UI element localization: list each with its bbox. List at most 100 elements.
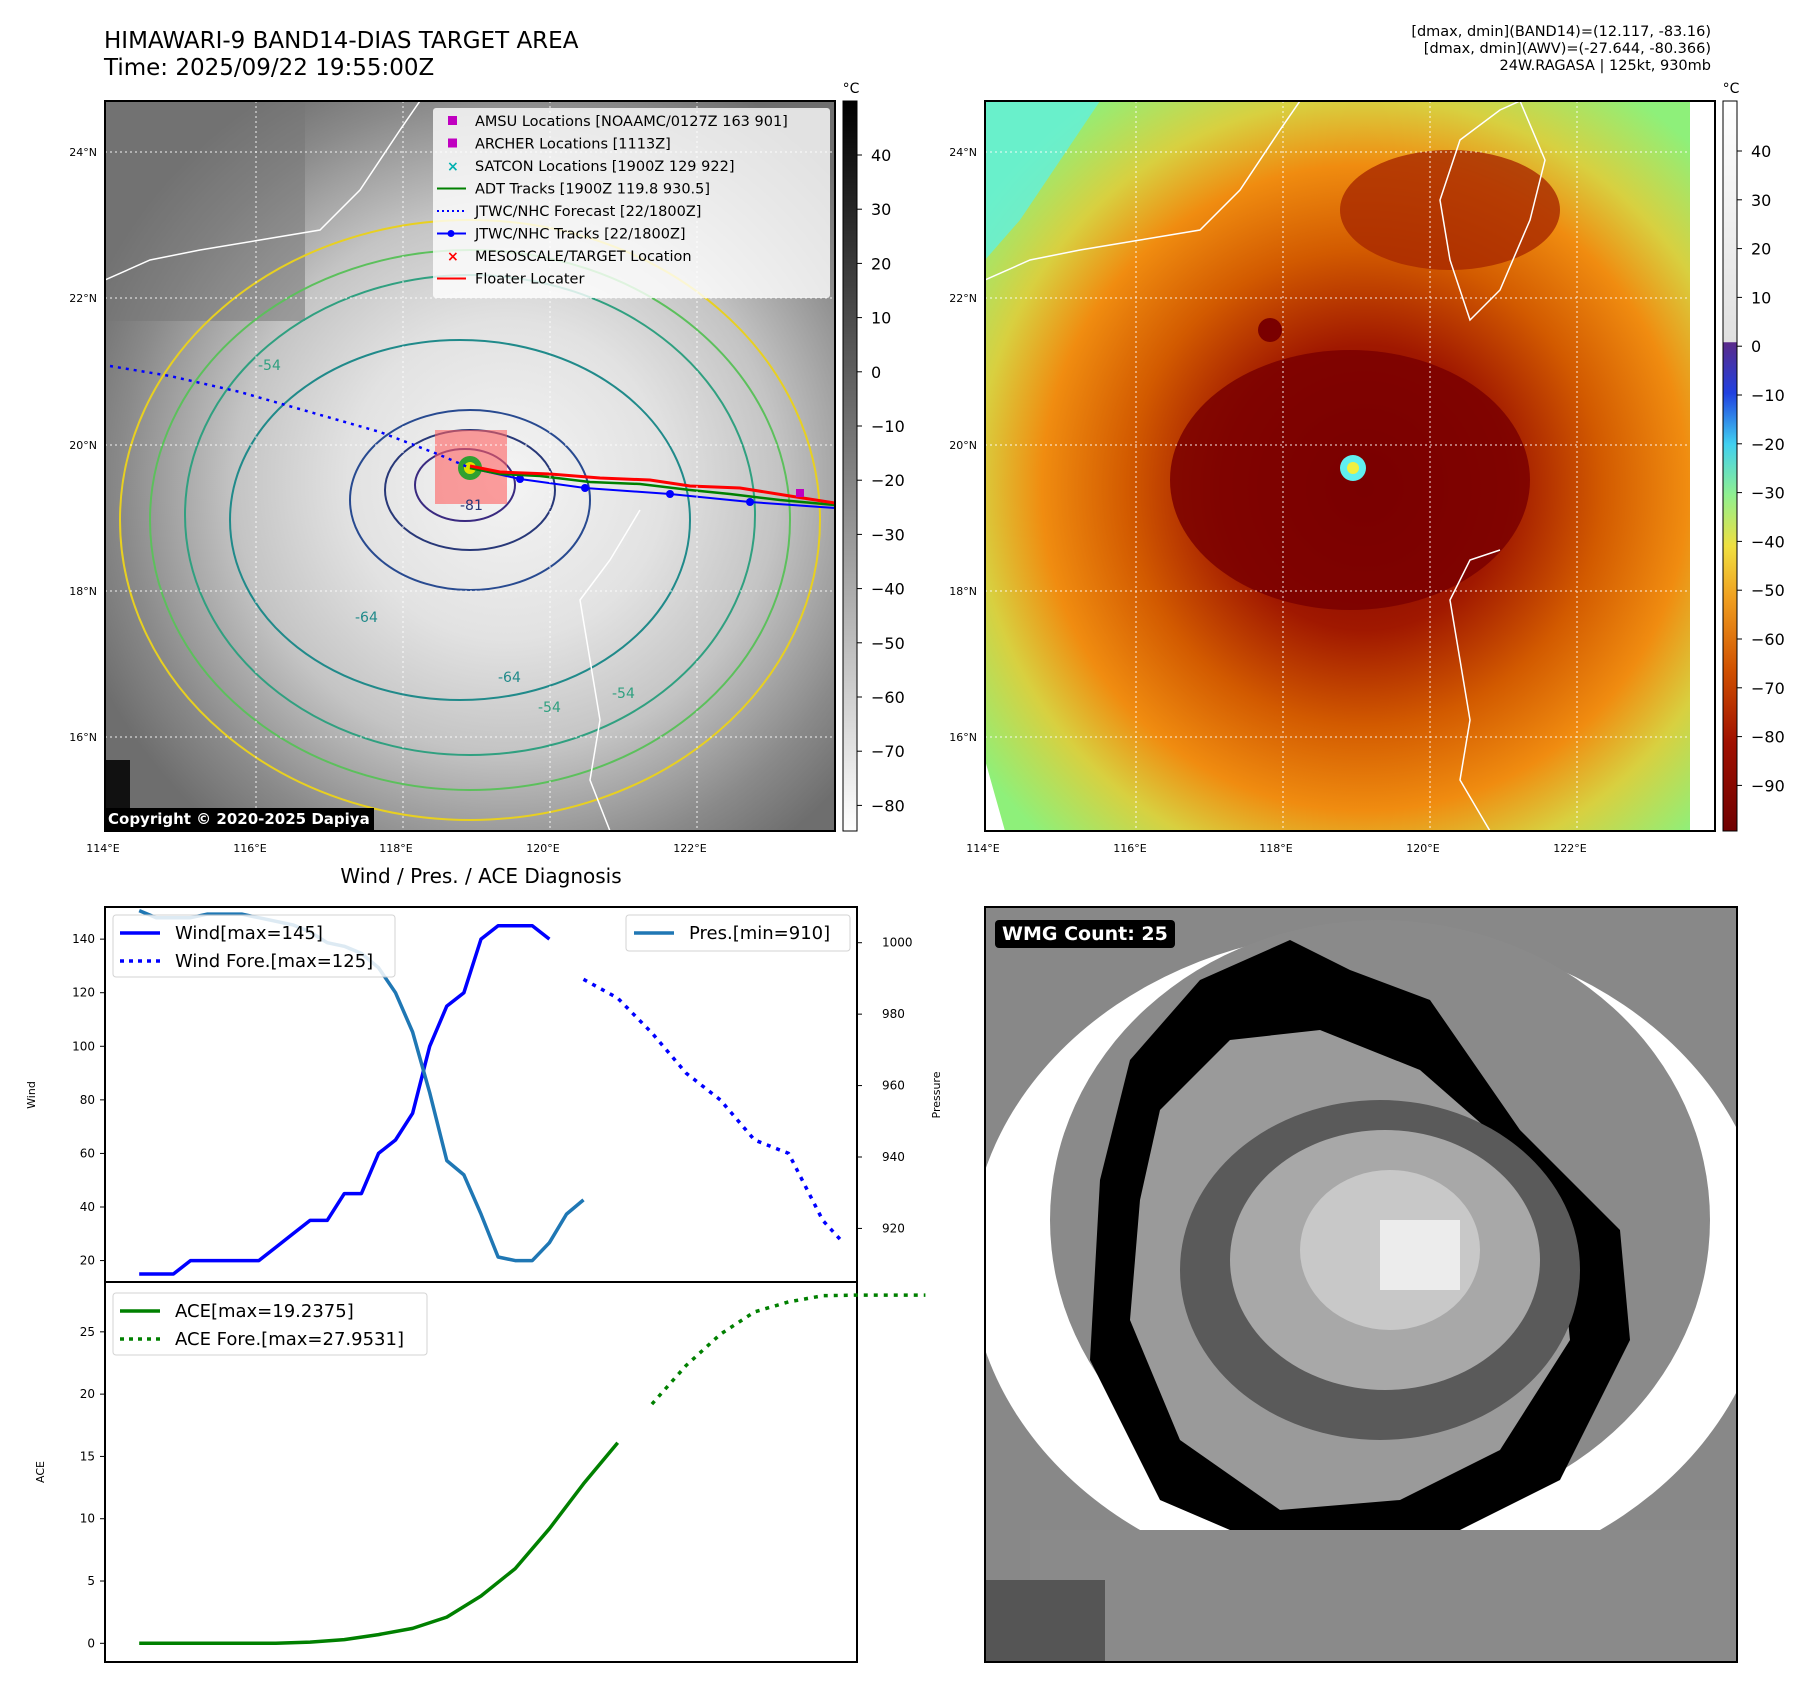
- wind-tick-label: 20: [80, 1254, 95, 1268]
- colorbar-tick-label: 0: [871, 363, 881, 382]
- legend-entry: AMSU Locations [NOAAMC/0127Z 163 901]: [448, 114, 788, 130]
- contour-label: -54: [538, 700, 561, 716]
- copyright-label: Copyright © 2020-2025 Dapiya: [104, 808, 374, 830]
- series-line: [139, 1441, 620, 1646]
- colorbar-tick-label: −50: [871, 634, 905, 653]
- pres-tick-label: 960: [882, 1079, 905, 1093]
- lat-label: 22°N: [69, 292, 97, 305]
- colorbar-tick-label: −80: [1751, 728, 1785, 747]
- lat-label: 18°N: [69, 585, 97, 598]
- colorbar-tick-label: −60: [1751, 630, 1785, 649]
- legend-label: JTWC/NHC Forecast [22/1800Z]: [474, 204, 701, 220]
- colorbar-ir: [842, 100, 858, 832]
- legend-entry: JTWC/NHC Forecast [22/1800Z]: [437, 204, 701, 220]
- colorbar-tick-label: 10: [1751, 288, 1771, 307]
- info-line-2: [dmax, dmin](AWV)=(-27.644, -80.366): [1423, 41, 1711, 57]
- lat-label: 16°N: [69, 731, 97, 744]
- ace-tick-label: 0: [87, 1636, 95, 1650]
- legend-marker: [448, 138, 457, 148]
- colorbar-awv-unit: °C: [1723, 81, 1740, 97]
- title-line-2: Time: 2025/09/22 19:55:00Z: [104, 55, 435, 81]
- wind-tick-label: 80: [80, 1093, 95, 1107]
- lat-label: 24°N: [69, 146, 97, 159]
- wmg-frame: [984, 906, 1738, 1663]
- series-line: [650, 1293, 926, 1406]
- pres-tick-label: 1000: [882, 936, 913, 950]
- colorbar-tick-label: 0: [1751, 337, 1761, 356]
- legend-ace-fore: ACE Fore.[max=27.9531]: [175, 1329, 404, 1350]
- colorbar-tick-label: −10: [1751, 386, 1785, 405]
- colorbar-tick-label: 40: [1751, 142, 1771, 161]
- colorbar-tick-label: −70: [871, 742, 905, 761]
- colorbar-tick-label: −10: [871, 417, 905, 436]
- colorbar-tick-label: −20: [871, 471, 905, 490]
- contour-label: -81: [460, 498, 483, 514]
- lat-label: 22°N: [949, 292, 977, 305]
- ace-tick-label: 25: [80, 1325, 95, 1339]
- wind-tick-label: 60: [80, 1146, 95, 1160]
- lon-label: 114°E: [86, 842, 119, 855]
- legend-label: AMSU Locations [NOAAMC/0127Z 163 901]: [475, 114, 788, 130]
- legend-ace: ACE[max=19.2375]: [175, 1301, 354, 1322]
- colorbar-tick-label: −60: [871, 688, 905, 707]
- lon-label: 120°E: [1406, 842, 1439, 855]
- colorbar-tick-label: −40: [871, 580, 905, 599]
- awv-image: [985, 101, 1715, 831]
- legend-wind-fore: Wind Fore.[max=125]: [175, 951, 373, 972]
- colorbar-tick-label: −20: [1751, 435, 1785, 454]
- legend-entry: ARCHER Locations [1113Z]: [448, 137, 671, 153]
- lon-label: 116°E: [1113, 842, 1146, 855]
- legend-label: SATCON Locations [1900Z 129 922]: [475, 159, 734, 175]
- lat-label: 16°N: [949, 731, 977, 744]
- pres-tick-label: 940: [882, 1150, 905, 1164]
- map1-frame: [104, 100, 836, 832]
- wind-tick-label: 140: [72, 932, 95, 946]
- info-line-3: 24W.RAGASA | 125kt, 930mb: [1499, 58, 1711, 74]
- legend-entry: ADT Tracks [1900Z 119.8 930.5]: [437, 182, 710, 198]
- ace-tick-label: 20: [80, 1387, 95, 1401]
- legend-label: JTWC/NHC Tracks [22/1800Z]: [474, 227, 686, 243]
- lon-label: 122°E: [1553, 842, 1586, 855]
- legend-entry: × MESOSCALE/TARGET Location: [447, 249, 692, 265]
- lon-label: 118°E: [379, 842, 412, 855]
- legend-entry: × SATCON Locations [1900Z 129 922]: [447, 159, 734, 175]
- info-line-1: [dmax, dmin](BAND14)=(12.117, -83.16): [1411, 24, 1711, 40]
- pres-tick-label: 980: [882, 1007, 905, 1021]
- colorbar-tick-label: −30: [1751, 484, 1785, 503]
- lon-label: 114°E: [966, 842, 999, 855]
- legend-entry: JTWC/NHC Tracks [22/1800Z]: [437, 227, 686, 243]
- pres-ylabel: Pressure: [930, 1071, 943, 1118]
- legend-marker: [448, 116, 457, 125]
- series-line: [582, 977, 842, 1241]
- series-line: [139, 924, 551, 1276]
- storm-info: [dmax, dmin](BAND14)=(12.117, -83.16) [d…: [1411, 24, 1711, 75]
- wmg-count-badge: WMG Count: 25: [995, 920, 1175, 948]
- ace-tick-label: 5: [87, 1574, 95, 1588]
- contour-label: -54: [612, 686, 635, 702]
- colorbar-tick-label: −90: [1751, 776, 1785, 795]
- ace-ylabel: ACE: [34, 1461, 47, 1483]
- figure-title: HIMAWARI-9 BAND14-DIAS TARGET AREA Time:…: [104, 28, 578, 82]
- legend-marker: ×: [447, 249, 459, 265]
- contour-label: -54: [258, 358, 281, 374]
- colorbar-tick-label: 30: [1751, 191, 1771, 210]
- wind-tick-label: 100: [72, 1039, 95, 1053]
- lat-label: 20°N: [69, 439, 97, 452]
- lon-label: 118°E: [1259, 842, 1292, 855]
- legend-marker: [447, 230, 455, 237]
- colorbar-ir-unit: °C: [843, 81, 860, 97]
- legend-entry: Floater Locater: [437, 272, 584, 288]
- legend-label: MESOSCALE/TARGET Location: [475, 249, 692, 265]
- legend-marker: ×: [447, 159, 459, 175]
- map-panels: -81 -64 -64 -54 -54 -54 AMSU Locations […: [69, 81, 1785, 855]
- ace-axes: [104, 1281, 858, 1663]
- lon-label: 116°E: [233, 842, 266, 855]
- legend-pres: Pres.[min=910]: [689, 923, 830, 944]
- wind-ylabel: Wind: [25, 1081, 38, 1109]
- wind-tick-label: 120: [72, 986, 95, 1000]
- legend-wind: Wind[max=145]: [175, 923, 323, 944]
- map-legend: AMSU Locations [NOAAMC/0127Z 163 901] ARC…: [433, 108, 830, 298]
- colorbar-tick-label: −30: [871, 525, 905, 544]
- wmg-panel: [970, 907, 1770, 1662]
